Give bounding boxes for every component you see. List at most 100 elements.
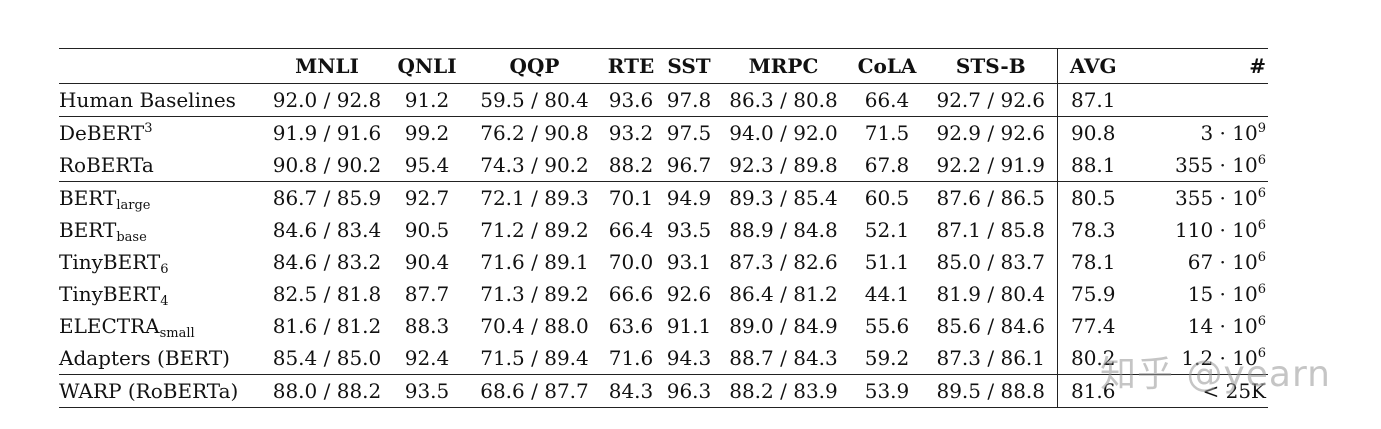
table-row: DeBERT3 91.9 / 91.6 99.2 76.2 / 90.8 93.2 97.…	[59, 116, 1268, 150]
model-subscript: large	[116, 198, 151, 213]
cell-model: TinyBERT4	[59, 278, 267, 310]
params-exponent: 6	[1257, 153, 1266, 168]
results-table-container: MNLI QNLI QQP RTE SST MRPC CoLA STS-B AV…	[59, 48, 1268, 408]
cell-mrpc: 89.0 / 84.9	[729, 314, 838, 338]
cell-qqp: 71.3 / 89.2	[480, 282, 589, 306]
cell-cola: 59.2	[864, 346, 910, 370]
cell-qnli: 91.2	[404, 88, 450, 112]
cell-stsb: 92.7 / 92.6	[936, 88, 1045, 112]
cell-params: 15 · 106	[1129, 278, 1268, 310]
model-name: ELECTRA	[59, 314, 160, 338]
header-mrpc: MRPC	[748, 54, 819, 78]
cell-cola: 66.4	[864, 88, 910, 112]
cell-model: BERTlarge	[59, 182, 267, 215]
cell-mrpc: 87.3 / 82.6	[729, 250, 838, 274]
cell-params: 355 · 106	[1129, 149, 1268, 182]
cell-model: RoBERTa	[59, 149, 267, 182]
cell-qqp: 71.2 / 89.2	[480, 218, 589, 242]
header-rte: RTE	[607, 54, 655, 78]
cell-avg: 78.3	[1056, 214, 1129, 246]
cell-qnli: 90.4	[404, 250, 450, 274]
params-exponent: 6	[1257, 250, 1266, 265]
cell-qnli: 92.7	[404, 186, 450, 210]
cell-qnli: 99.2	[404, 121, 450, 145]
params-base: 15 · 10	[1187, 282, 1258, 306]
cell-cola: 52.1	[864, 218, 910, 242]
cell-mnli: 90.8 / 90.2	[272, 153, 382, 177]
cell-rte: 84.3	[608, 379, 654, 403]
cell-cola: 67.8	[864, 153, 910, 177]
header-qqp: QQP	[509, 54, 560, 78]
model-name: Human Baselines	[59, 88, 236, 112]
cell-sst: 93.5	[666, 218, 712, 242]
header-row: MNLI QNLI QQP RTE SST MRPC CoLA STS-B AV…	[59, 48, 1268, 84]
header-stsb: STS-B	[955, 54, 1026, 78]
cell-rte: 88.2	[608, 153, 654, 177]
cell-qqp: 71.5 / 89.4	[480, 346, 589, 370]
cell-model: Human Baselines	[59, 84, 267, 117]
cell-qqp: 70.4 / 88.0	[480, 314, 589, 338]
model-name: TinyBERT	[59, 282, 161, 306]
model-name: BERT	[59, 218, 117, 242]
cell-mnli: 82.5 / 81.8	[272, 282, 382, 306]
header-model	[59, 49, 267, 84]
cell-qnli: 92.4	[404, 346, 450, 370]
params-base: 110 · 10	[1175, 218, 1258, 242]
cell-mnli: 92.0 / 92.8	[272, 88, 382, 112]
cell-params	[1129, 84, 1268, 117]
cell-qqp: 76.2 / 90.8	[480, 121, 589, 145]
params-exponent: 6	[1257, 218, 1266, 233]
cell-avg: 80.5	[1056, 181, 1129, 214]
watermark: 知乎 @yearn	[1100, 354, 1331, 395]
cell-params: 14 · 106	[1129, 310, 1268, 342]
cell-params: 355 · 106	[1129, 182, 1268, 215]
cell-avg: 90.8	[1056, 116, 1129, 149]
table-row: Human Baselines 92.0 / 92.8 91.2 59.5 / 80.…	[59, 83, 1268, 117]
cell-model: WARP (RoBERTa)	[59, 375, 267, 408]
params-base: 14 · 10	[1187, 314, 1258, 338]
model-subscript: base	[116, 230, 147, 245]
cell-qqp: 71.6 / 89.1	[480, 250, 589, 274]
header-cola: CoLA	[857, 54, 917, 78]
cell-stsb: 87.1 / 85.8	[936, 218, 1045, 242]
cell-params: 110 · 106	[1129, 214, 1268, 246]
params-exponent: 9	[1257, 121, 1266, 136]
cell-mrpc: 88.2 / 83.9	[729, 379, 838, 403]
header-params: #	[1249, 54, 1266, 78]
cell-rte: 93.6	[608, 88, 654, 112]
cell-mnli: 84.6 / 83.4	[272, 218, 382, 242]
cell-qqp: 59.5 / 80.4	[480, 88, 589, 112]
cell-sst: 96.3	[666, 379, 712, 403]
table-row: ELECTRAsmall 81.6 / 81.2 88.3 70.4 / 88.0 63…	[59, 310, 1268, 342]
cell-qnli: 88.3	[404, 314, 450, 338]
params-base: 355 · 10	[1175, 153, 1258, 177]
model-name: TinyBERT	[59, 250, 161, 274]
cell-stsb: 87.6 / 86.5	[936, 186, 1045, 210]
table-row: TinyBERT6 84.6 / 83.2 90.4 71.6 / 89.1 70.0 9…	[59, 246, 1268, 278]
cell-rte: 70.0	[608, 250, 654, 274]
cell-qqp: 72.1 / 89.3	[480, 186, 589, 210]
cell-model: BERTbase	[59, 214, 267, 246]
model-subscript: 6	[160, 262, 169, 277]
cell-sst: 92.6	[666, 282, 712, 306]
cell-qnli: 87.7	[404, 282, 450, 306]
cell-sst: 97.8	[666, 88, 712, 112]
cell-sst: 97.5	[666, 121, 712, 145]
params-base: 67 · 10	[1187, 250, 1258, 274]
cell-qnli: 93.5	[404, 379, 450, 403]
cell-avg: 78.1	[1056, 246, 1129, 278]
cell-avg: 88.1	[1056, 149, 1129, 182]
params-base: 355 · 10	[1175, 186, 1258, 210]
model-subscript: 4	[160, 294, 169, 309]
cell-cola: 55.6	[864, 314, 910, 338]
cell-sst: 96.7	[666, 153, 712, 177]
params-exponent: 6	[1257, 346, 1266, 361]
table-row: WARP (RoBERTa) 88.0 / 88.2 93.5 68.6 / 87.7…	[59, 374, 1268, 408]
cell-stsb: 89.5 / 88.8	[936, 379, 1045, 403]
table-body: Human Baselines 92.0 / 92.8 91.2 59.5 / 80.…	[59, 83, 1268, 408]
cell-avg: 80.2	[1056, 342, 1129, 375]
cell-params: 3 · 109	[1129, 117, 1268, 150]
cell-model: DeBERT3	[59, 117, 267, 150]
cell-mrpc: 88.7 / 84.3	[729, 346, 838, 370]
cell-stsb: 92.2 / 91.9	[936, 153, 1045, 177]
